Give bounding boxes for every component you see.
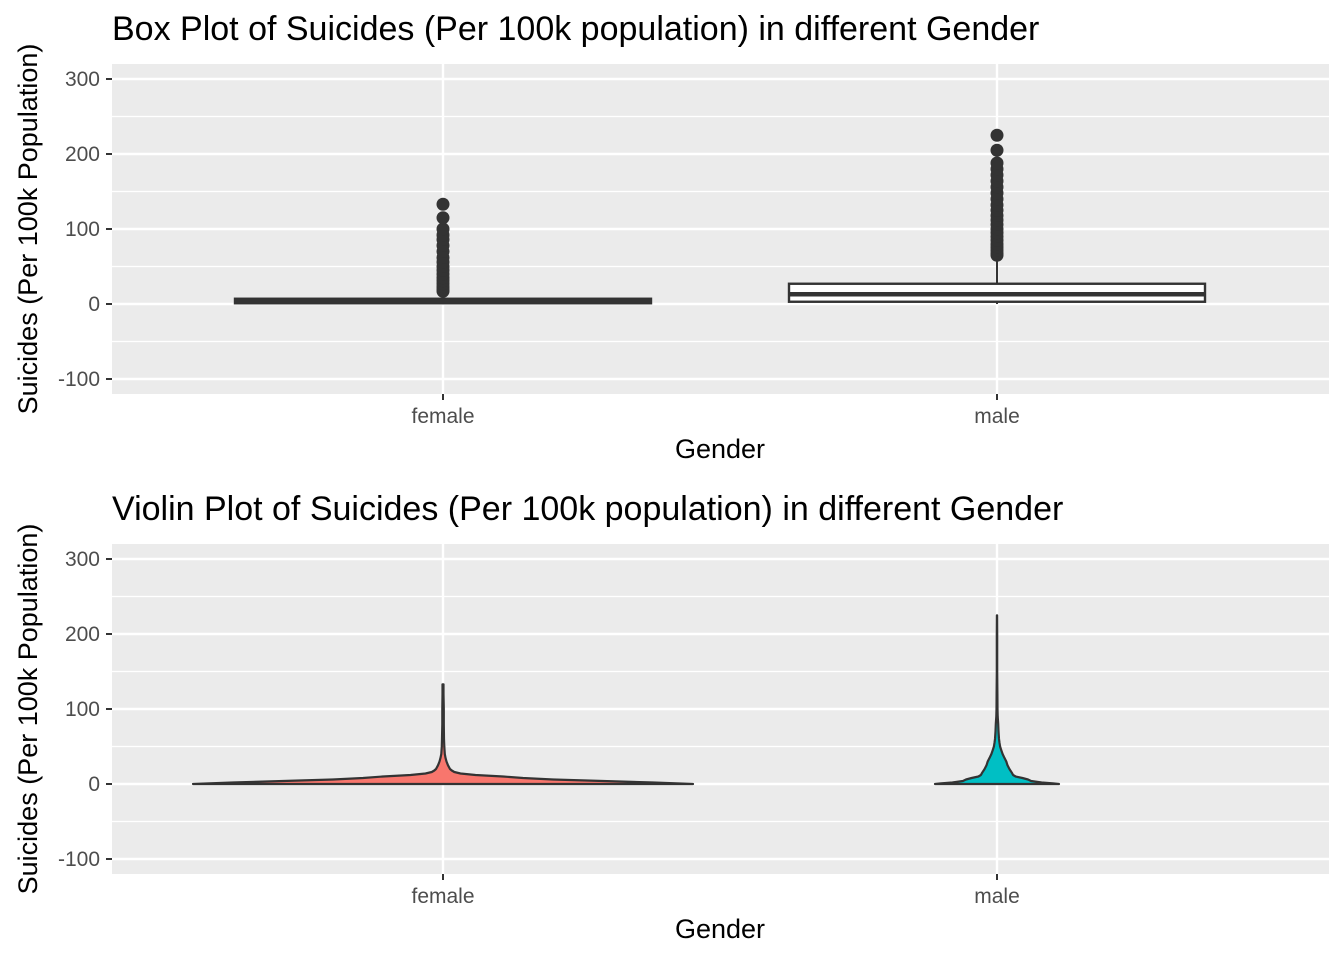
box-plot-y-axis-title: Suicides (Per 100k Population)	[13, 44, 43, 415]
outlier-point	[436, 222, 450, 236]
outlier-point	[436, 197, 450, 211]
x-tick-label: male	[974, 405, 1020, 428]
violin-plot-marks	[191, 614, 1061, 786]
violin-plot-y-axis-title: Suicides (Per 100k Population)	[13, 524, 43, 895]
violin-female	[191, 683, 695, 786]
violin-plot-panel: Violin Plot of Suicides (Per 100k popula…	[13, 490, 1329, 944]
y-tick-label: 0	[88, 773, 100, 796]
y-tick-label: 0	[88, 293, 100, 316]
violin-male	[933, 614, 1061, 786]
y-tick-label: -100	[58, 368, 100, 391]
box-plot-x-axis-title: Gender	[675, 434, 765, 464]
violin-plot-x-axis: female male	[411, 874, 1020, 908]
box-plot-y-axis: -100 0 100 200 300	[58, 68, 112, 391]
violin-plot-title: Violin Plot of Suicides (Per 100k popula…	[112, 490, 1063, 528]
y-tick-label: 100	[65, 698, 100, 721]
violin-plot-y-axis: -100 0 100 200 300	[58, 548, 112, 871]
box-female	[233, 197, 653, 305]
box-plot-marks	[233, 128, 1207, 305]
y-tick-label: 300	[65, 68, 100, 91]
violin-plot-x-axis-title: Gender	[675, 914, 765, 944]
y-tick-label: 200	[65, 623, 100, 646]
box-plot-x-axis: female male	[411, 394, 1020, 428]
outlier-point	[990, 128, 1004, 142]
y-tick-label: 200	[65, 143, 100, 166]
x-tick-label: female	[411, 885, 474, 908]
outlier-point	[436, 211, 450, 225]
outlier-point	[990, 143, 1004, 157]
box-male	[787, 128, 1207, 304]
x-tick-label: female	[411, 405, 474, 428]
y-tick-label: -100	[58, 848, 100, 871]
outlier-point	[990, 156, 1004, 170]
box-plot-title: Box Plot of Suicides (Per 100k populatio…	[112, 10, 1039, 48]
y-tick-label: 300	[65, 548, 100, 571]
box-plot-panel: Box Plot of Suicides (Per 100k populatio…	[13, 10, 1329, 464]
x-tick-label: male	[974, 885, 1020, 908]
y-tick-label: 100	[65, 218, 100, 241]
